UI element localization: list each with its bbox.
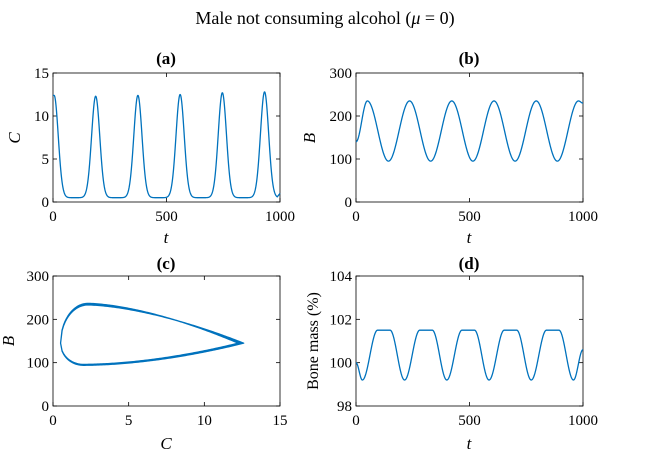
panel-d-xlabel: t: [467, 434, 473, 453]
panel-d-tick-labels: 0 500 1000 98 100 102 104: [330, 269, 599, 429]
panel-d-ytick-label-1: 100: [330, 356, 353, 372]
panel-b-ytick-label-3: 300: [330, 66, 353, 82]
panel-a-ytick-label-3: 15: [34, 66, 49, 82]
panel-a-xtick-label-0: 0: [49, 209, 57, 225]
panel-c-ytick-label-1: 100: [27, 356, 50, 372]
panel-a-ytick-label-0: 0: [42, 195, 50, 211]
panel-a-xlabel: t: [164, 228, 170, 247]
panel-b-tick-labels: 0 500 1000 0 100 200 300: [330, 66, 599, 225]
panel-b-ytick-label-2: 200: [330, 109, 353, 125]
panel-b-ytick-label-1: 100: [330, 152, 353, 168]
panel-b-xtick-label-0: 0: [352, 209, 360, 225]
panel-b-ylabel: B: [300, 132, 319, 143]
panel-a-ylabel: C: [5, 132, 24, 144]
panel-a-series-line: [52, 91, 281, 199]
panel-c-title: (c): [157, 254, 176, 273]
panel-a-ytick-label-1: 5: [42, 152, 50, 168]
panel-b-ticks: [355, 72, 584, 203]
panel-b-series-line: [355, 100, 584, 162]
panel-d-frame: [355, 275, 584, 407]
panel-c-ytick-label-2: 200: [27, 312, 50, 328]
panel-b-ytick-label-0: 0: [345, 195, 353, 211]
panel-c-ylabel: B: [0, 335, 18, 346]
panel-d-series-line: [355, 329, 584, 381]
panel-d-xtick-label-1: 500: [458, 413, 481, 429]
panel-c-frame: [52, 275, 281, 407]
panel-c-xtick-label-0: 0: [49, 413, 57, 429]
panel-b-xtick-label-1: 500: [458, 209, 481, 225]
panel-d: (d) 0 500 1000 98 100 102 104 t Bone mass (%): [305, 254, 598, 453]
panel-d-xtick-label-2: 1000: [568, 413, 598, 429]
panel-b-xlabel: t: [467, 228, 473, 247]
panel-d-title: (d): [459, 254, 480, 273]
panel-c-tick-labels: 0 5 10 15 0 100 200 300: [27, 269, 288, 429]
figure-title: Male not consuming alcohol (μ = 0): [195, 8, 454, 29]
panel-d-xtick-label-0: 0: [352, 413, 360, 429]
panel-d-ytick-label-0: 98: [337, 399, 352, 415]
panel-d-ylabel: Bone mass (%): [305, 292, 322, 390]
panel-a-tick-labels: 0 500 1000 0 5 10 15: [34, 66, 295, 225]
panel-b-title: (b): [459, 49, 480, 68]
panel-d-ytick-label-2: 102: [330, 312, 353, 328]
panel-c-ticks: [52, 275, 281, 407]
panel-c-series-line: [59, 302, 245, 366]
panel-d-ytick-label-3: 104: [330, 269, 353, 285]
panel-a-ticks: [52, 72, 281, 203]
panel-c-xtick-label-3: 15: [273, 413, 288, 429]
panel-c-xtick-label-2: 10: [197, 413, 212, 429]
panel-c-xlabel: C: [160, 434, 172, 453]
panel-b: (b) 0 500 1000 0 100 200 300 t B: [300, 49, 598, 247]
panel-d-ticks: [355, 275, 584, 407]
panel-a: (a) 0 500 1000 0 5 10 15 t C: [5, 49, 295, 247]
panel-a-xtick-label-1: 500: [155, 209, 178, 225]
panel-b-frame: [355, 72, 584, 203]
panel-a-ytick-label-2: 10: [34, 109, 49, 125]
panel-c-xtick-label-1: 5: [125, 413, 133, 429]
panel-c: (c) 0 5 10 15 0 100 200 300 C B: [0, 254, 288, 453]
panel-c-ytick-label-0: 0: [42, 399, 50, 415]
panel-a-title: (a): [156, 49, 176, 68]
panel-b-xtick-label-2: 1000: [568, 209, 598, 225]
panel-a-xtick-label-2: 1000: [265, 209, 295, 225]
panel-c-ytick-label-3: 300: [27, 269, 50, 285]
